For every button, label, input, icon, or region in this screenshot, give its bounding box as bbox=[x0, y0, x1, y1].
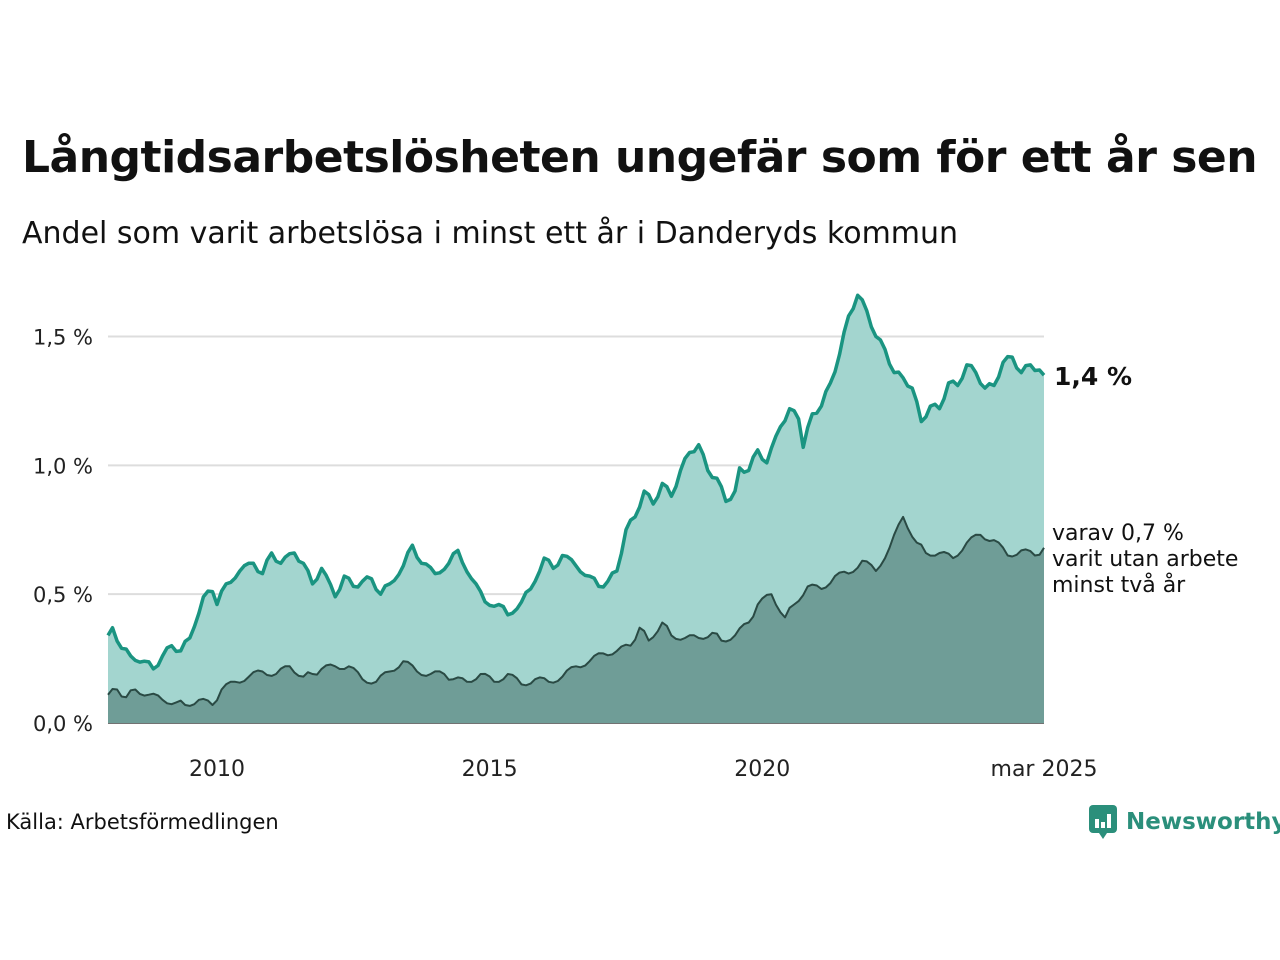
y-tick-label: 1,5 % bbox=[33, 326, 93, 350]
y-axis: 0,0 % 0,5 % 1,0 % 1,5 % bbox=[33, 326, 93, 736]
brand-logo: Newsworthy bbox=[1088, 804, 1280, 840]
y-tick-label: 0,5 % bbox=[33, 583, 93, 607]
brand-name: Newsworthy bbox=[1126, 809, 1280, 835]
x-tick-label: 2015 bbox=[462, 757, 518, 782]
chart-title: Långtidsarbetslösheten ungefär som för e… bbox=[22, 132, 1258, 183]
area-sub bbox=[108, 516, 1044, 723]
sub-series-label-line: varit utan arbete bbox=[1052, 547, 1238, 572]
chart-subtitle: Andel som varit arbetslösa i minst ett å… bbox=[22, 216, 959, 251]
newsworthy-logo-icon bbox=[1089, 805, 1117, 839]
chart-areas bbox=[106, 293, 1046, 723]
y-tick-label: 1,0 % bbox=[33, 454, 93, 478]
x-tick-label: 2010 bbox=[189, 757, 245, 782]
x-tick-label: 2020 bbox=[734, 757, 790, 782]
x-axis: 2010 2015 2020 mar 2025 bbox=[189, 757, 1097, 782]
y-tick-label: 0,0 % bbox=[33, 712, 93, 736]
x-tick-label: mar 2025 bbox=[991, 757, 1098, 782]
line-sub bbox=[107, 515, 1045, 707]
source-note: Källa: Arbetsförmedlingen bbox=[6, 810, 279, 834]
sub-series-label-line: varav 0,7 % bbox=[1052, 521, 1184, 546]
main-series-label: 1,4 % bbox=[1054, 362, 1132, 391]
line-main bbox=[106, 293, 1046, 671]
sub-series-label-line: minst två år bbox=[1052, 572, 1186, 598]
